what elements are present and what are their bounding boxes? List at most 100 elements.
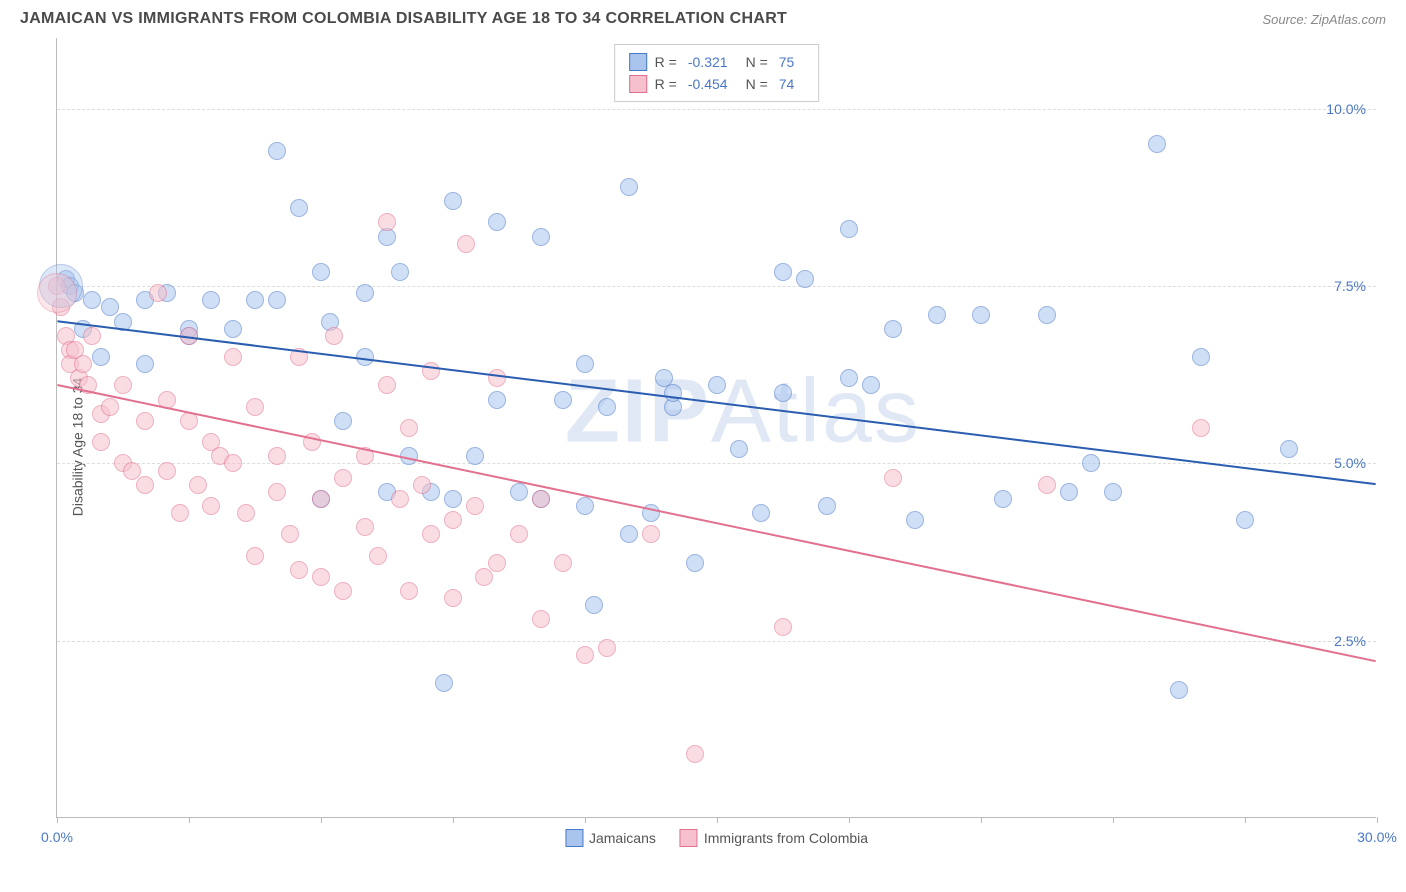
chart-container: Disability Age 18 to 34 ZIPAtlas R =-0.3…: [20, 32, 1390, 862]
x-tick: [717, 817, 718, 823]
data-point: [224, 348, 242, 366]
data-point: [92, 348, 110, 366]
legend-r-label: R =: [655, 51, 677, 73]
data-point: [466, 497, 484, 515]
data-point: [356, 518, 374, 536]
correlation-legend: R =-0.321N =75R = -0.454 N = 74: [614, 44, 820, 102]
data-point: [532, 490, 550, 508]
legend-series-name: Immigrants from Colombia: [704, 830, 868, 846]
data-point: [1038, 306, 1056, 324]
data-point: [488, 391, 506, 409]
legend-series-name: Jamaicans: [589, 830, 656, 846]
scatter-plot: ZIPAtlas R =-0.321N =75R =-0.454N =74 Ja…: [56, 38, 1376, 818]
data-point: [1236, 511, 1254, 529]
data-point: [400, 447, 418, 465]
data-point: [171, 504, 189, 522]
data-point: [774, 384, 792, 402]
legend-r-label: R =: [655, 73, 677, 95]
data-point: [180, 327, 198, 345]
data-point: [774, 618, 792, 636]
series-legend: Jamaicans Immigrants from Colombia: [565, 829, 868, 847]
gridline: [57, 109, 1376, 110]
data-point: [400, 419, 418, 437]
data-point: [224, 320, 242, 338]
data-point: [290, 199, 308, 217]
data-point: [158, 462, 176, 480]
data-point: [554, 391, 572, 409]
data-point: [642, 525, 660, 543]
page-title: JAMAICAN VS IMMIGRANTS FROM COLOMBIA DIS…: [20, 10, 787, 28]
data-point: [1082, 454, 1100, 472]
data-point: [1148, 135, 1166, 153]
data-point: [158, 391, 176, 409]
x-tick: [453, 817, 454, 823]
data-point: [444, 490, 462, 508]
data-point: [290, 561, 308, 579]
legend-n-value: 74: [779, 73, 795, 95]
data-point: [189, 476, 207, 494]
data-point: [444, 192, 462, 210]
data-point: [378, 376, 396, 394]
data-point: [475, 568, 493, 586]
legend-swatch: [565, 829, 583, 847]
x-tick: [1377, 817, 1378, 823]
data-point: [1192, 348, 1210, 366]
data-point: [862, 376, 880, 394]
x-tick: [57, 817, 58, 823]
legend-item: Jamaicans: [565, 829, 656, 847]
data-point: [884, 320, 902, 338]
x-tick-label: 30.0%: [1357, 829, 1397, 845]
data-point: [444, 589, 462, 607]
data-point: [74, 355, 92, 373]
y-tick-label: 7.5%: [1334, 278, 1366, 294]
data-point: [708, 376, 726, 394]
data-point: [686, 745, 704, 763]
data-point: [268, 447, 286, 465]
data-point: [391, 490, 409, 508]
data-point: [774, 263, 792, 281]
data-point: [356, 348, 374, 366]
data-point: [510, 525, 528, 543]
legend-n-value: 75: [779, 51, 795, 73]
data-point: [37, 273, 77, 313]
gridline: [57, 286, 1376, 287]
data-point: [840, 369, 858, 387]
x-tick: [981, 817, 982, 823]
data-point: [796, 270, 814, 288]
legend-r-value: -0.454: [688, 73, 728, 95]
data-point: [202, 291, 220, 309]
data-point: [136, 355, 154, 373]
y-tick-label: 5.0%: [1334, 455, 1366, 471]
legend-n-label: N =: [746, 73, 768, 95]
data-point: [83, 327, 101, 345]
data-point: [391, 263, 409, 281]
data-point: [123, 462, 141, 480]
data-point: [576, 497, 594, 515]
data-point: [312, 263, 330, 281]
data-point: [457, 235, 475, 253]
data-point: [730, 440, 748, 458]
data-point: [101, 298, 119, 316]
data-point: [114, 376, 132, 394]
data-point: [1038, 476, 1056, 494]
data-point: [906, 511, 924, 529]
data-point: [268, 483, 286, 501]
data-point: [83, 291, 101, 309]
data-point: [378, 213, 396, 231]
data-point: [1192, 419, 1210, 437]
y-tick-label: 10.0%: [1326, 101, 1366, 117]
data-point: [312, 490, 330, 508]
data-point: [444, 511, 462, 529]
data-point: [325, 327, 343, 345]
data-point: [114, 313, 132, 331]
data-point: [655, 369, 673, 387]
data-point: [884, 469, 902, 487]
data-point: [752, 504, 770, 522]
source-attribution: Source: ZipAtlas.com: [1262, 12, 1386, 27]
data-point: [598, 639, 616, 657]
legend-row: R =-0.321N =75: [629, 51, 805, 73]
legend-row: R = -0.454 N = 74: [629, 73, 805, 95]
data-point: [576, 355, 594, 373]
data-point: [1104, 483, 1122, 501]
data-point: [303, 433, 321, 451]
